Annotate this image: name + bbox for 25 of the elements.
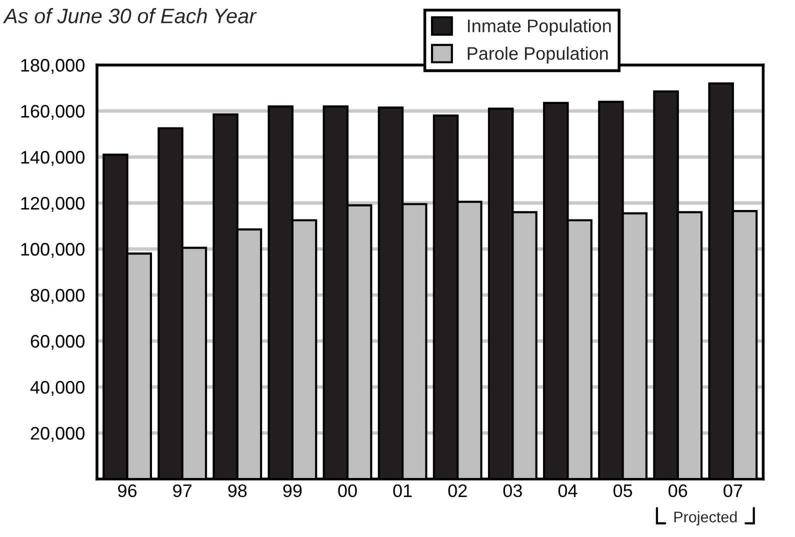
legend-label: Inmate Population [468,19,611,36]
x-tick-label: 06 [668,484,688,498]
x-tick-label: 04 [558,484,578,498]
x-tick-label: 02 [448,484,467,498]
y-tick-label: 160,000 [21,104,84,120]
chart-subtitle: As of June 30 of Each Year [2,8,257,24]
x-tick-label: 01 [393,484,412,498]
x-tick-label: 99 [283,484,302,498]
y-tick-label: 80,000 [30,288,84,304]
y-tick-label: 180,000 [21,58,84,74]
y-tick-label: 120,000 [21,196,84,212]
x-tick-label: 05 [613,484,632,498]
x-tick-label: 03 [503,484,522,498]
x-tick-label: 98 [228,484,247,498]
y-tick-label: 60,000 [30,334,84,350]
x-tick-label: 97 [173,484,192,498]
y-tick-label: 100,000 [21,242,84,258]
text: Projected [674,511,737,526]
legend-label: Parole Population [468,46,608,64]
y-tick-label: 20,000 [30,426,84,442]
y-tick-label: 40,000 [30,380,84,396]
x-tick-label: 00 [338,484,357,498]
x-tick-label: 96 [118,484,137,498]
x-tick-label: 07 [724,484,742,498]
y-tick-label: 140,000 [21,150,84,166]
